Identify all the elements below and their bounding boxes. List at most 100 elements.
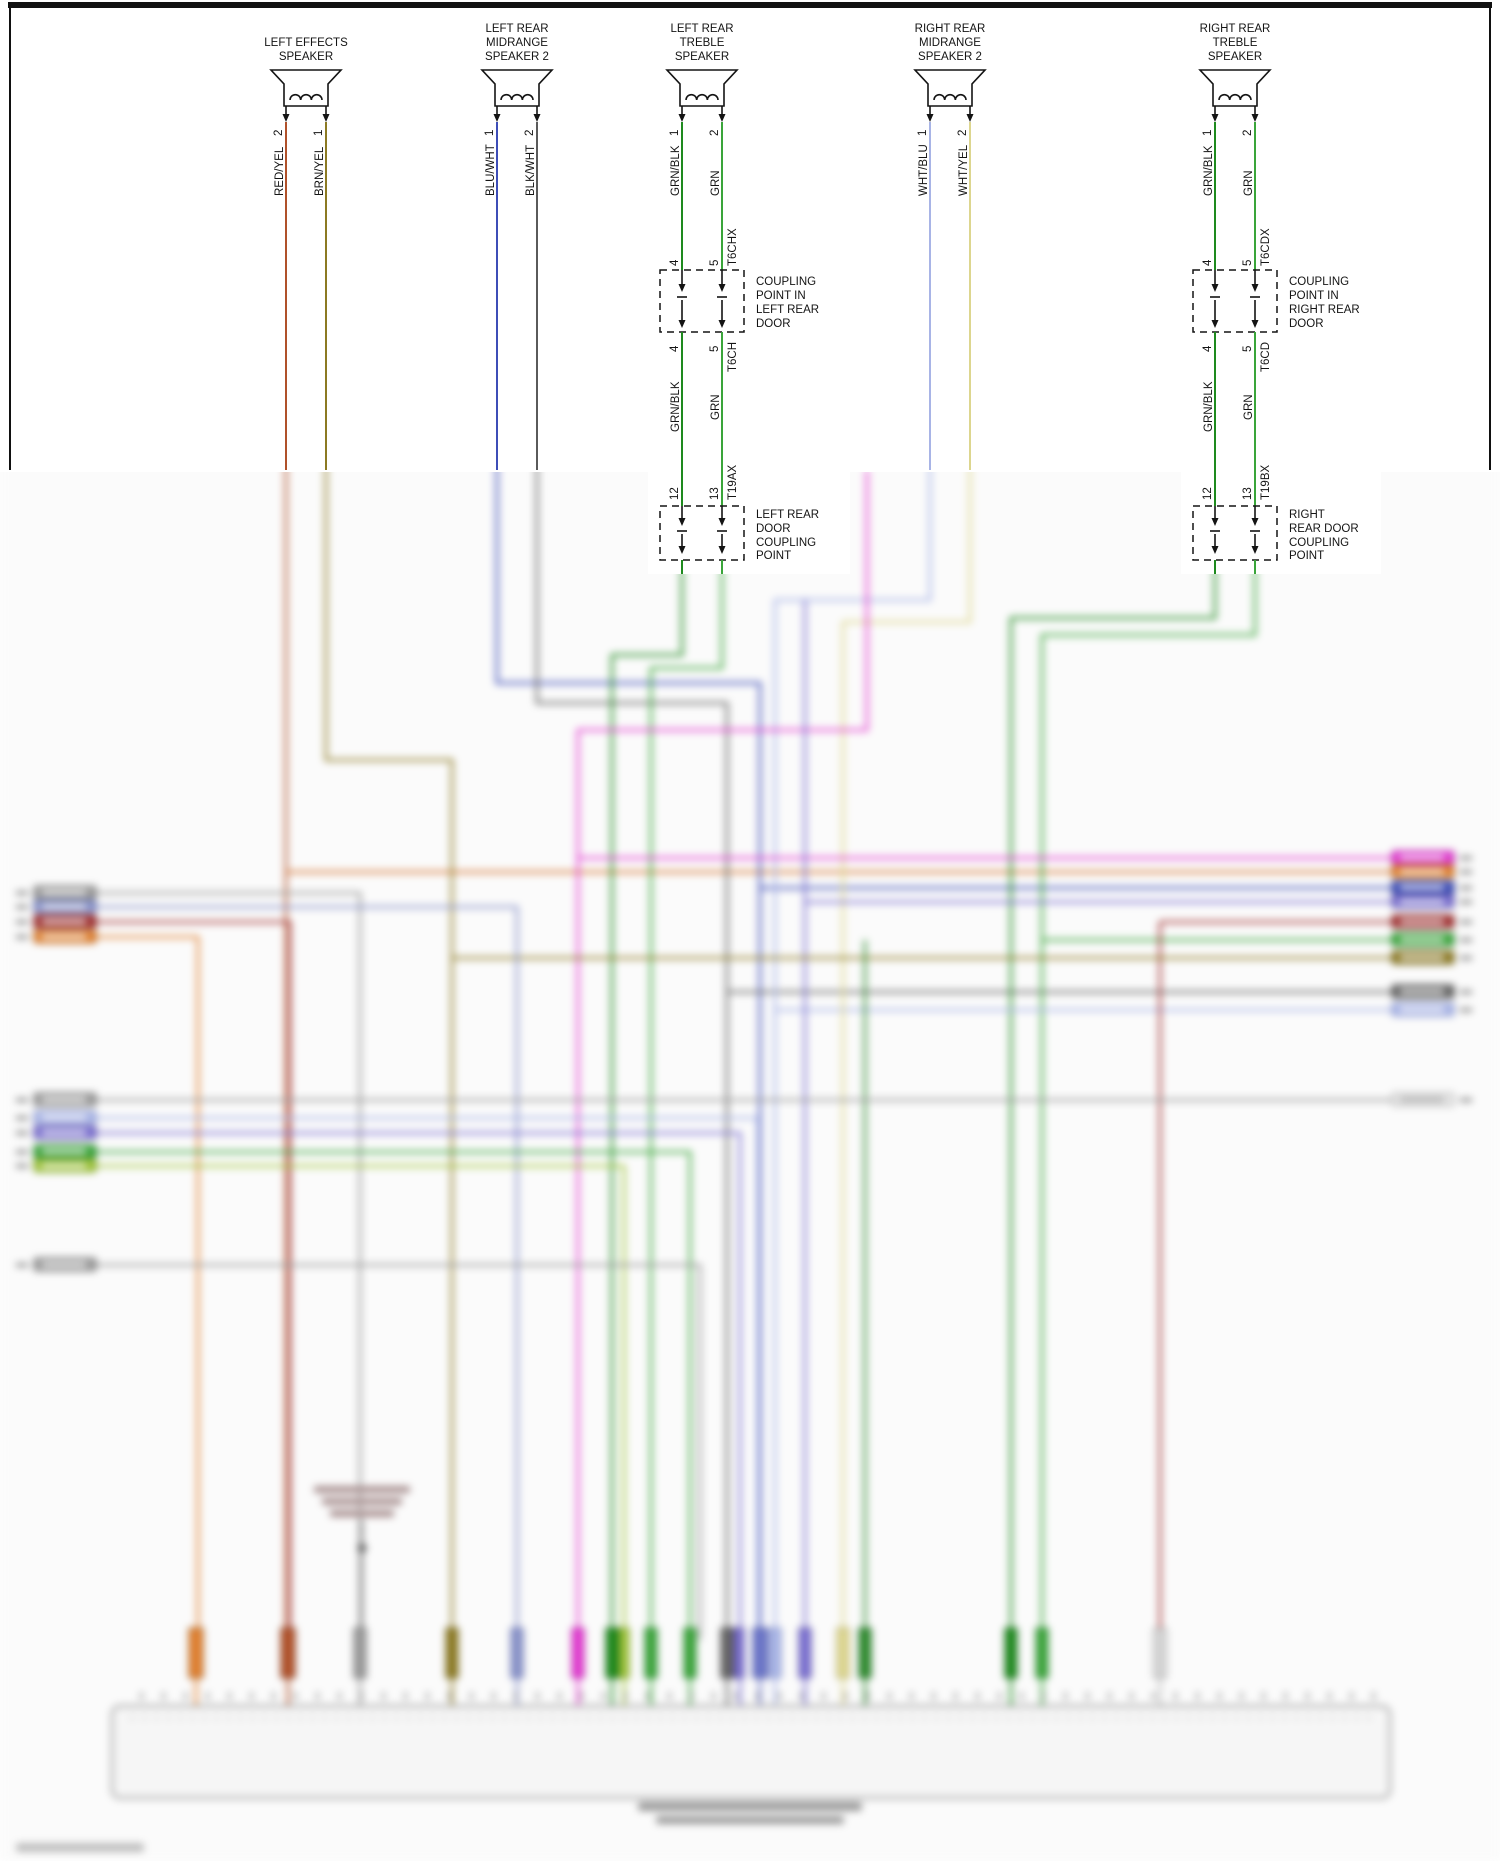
blur-background bbox=[0, 440, 1500, 1861]
speaker-name: SPEAKER bbox=[279, 51, 333, 63]
speaker-icon bbox=[913, 69, 987, 122]
pin-number: 4 bbox=[1202, 259, 1214, 266]
wire-label: BLU/WHT bbox=[485, 144, 497, 196]
coupling-box bbox=[659, 269, 745, 333]
wire-label: WHT/BLU bbox=[918, 144, 930, 196]
coupling-note: POINT IN bbox=[756, 290, 806, 302]
connector-label: T6CDX bbox=[1260, 228, 1272, 266]
wire-label: GRN bbox=[1243, 394, 1255, 420]
connector-pin-label bbox=[16, 1092, 97, 1107]
connector-block bbox=[858, 1627, 872, 1706]
speaker-name: RIGHT REAR bbox=[1200, 23, 1271, 35]
pin-number: 5 bbox=[709, 346, 721, 352]
pin-number: 2 bbox=[1242, 130, 1254, 136]
coupling-arrows bbox=[1210, 506, 1260, 554]
speaker-right-rear-treble: RIGHT REAR TREBLE SPEAKER 1 2 GRN/BLK GR… bbox=[1198, 23, 1272, 270]
connector-block bbox=[752, 1627, 768, 1706]
coupling-note: DOOR bbox=[1289, 318, 1324, 330]
coupling-note: REAR DOOR bbox=[1289, 523, 1359, 535]
wire-label: GRN/BLK bbox=[670, 381, 682, 432]
coupling-left-upper: 4 5 T6CHX COUPLING POINT IN LEFT REAR DO… bbox=[659, 228, 819, 506]
connector-block bbox=[353, 1627, 367, 1706]
connector-pin-label bbox=[1391, 984, 1472, 999]
speaker-name: MIDRANGE bbox=[486, 37, 548, 49]
wire-label: GRN bbox=[710, 394, 722, 420]
coupling-arrows bbox=[677, 270, 727, 328]
coupling-note: LEFT REAR bbox=[756, 509, 819, 521]
blurred-wire bbox=[1040, 556, 1257, 1640]
splice-dot bbox=[357, 1543, 367, 1553]
wire-label: GRN bbox=[710, 170, 722, 196]
right-pin-labels bbox=[1391, 850, 1472, 1107]
bottom-connectors bbox=[188, 1627, 1167, 1706]
blurred-wire bbox=[495, 440, 762, 1640]
connector-pin-label bbox=[1391, 1092, 1472, 1107]
connector-block bbox=[720, 1627, 734, 1706]
speaker-right-rear-midrange: RIGHT REAR MIDRANGE SPEAKER 2 1 2 WHT/BL… bbox=[913, 23, 987, 470]
blurred-wire bbox=[96, 891, 362, 1640]
pin-number: 2 bbox=[524, 130, 536, 136]
module-caption bbox=[638, 1802, 862, 1824]
blurred-wire bbox=[96, 920, 292, 1640]
connector-pin-label bbox=[16, 885, 97, 900]
speaker-name: TREBLE bbox=[1213, 37, 1258, 49]
pin-number: 5 bbox=[1242, 260, 1254, 266]
speaker-icon bbox=[1198, 69, 1272, 122]
connector-block bbox=[605, 1627, 619, 1706]
blurred-wire bbox=[96, 1150, 692, 1640]
blurred-wire bbox=[841, 440, 972, 1640]
speaker-name: SPEAKER 2 bbox=[918, 51, 982, 63]
speaker-left-effects: LEFT EFFECTS SPEAKER 2 1 RED/YEL BRN/YEL bbox=[264, 37, 348, 470]
connector-block bbox=[798, 1627, 812, 1706]
coupling-right-upper: 4 5 T6CDX COUPLING POINT IN RIGHT REAR D… bbox=[1192, 228, 1360, 506]
connector-label: T6CH bbox=[727, 342, 739, 372]
coupling-note: COUPLING bbox=[756, 537, 816, 549]
pin-number: 4 bbox=[669, 345, 681, 352]
speaker-name: SPEAKER 2 bbox=[485, 51, 549, 63]
connector-block bbox=[510, 1627, 524, 1706]
speaker-left-rear-midrange: LEFT REAR MIDRANGE SPEAKER 2 1 2 BLU/WHT… bbox=[480, 23, 554, 470]
coupling-note: RIGHT bbox=[1289, 509, 1325, 521]
blurred-wire bbox=[96, 1164, 626, 1640]
left-pin-labels bbox=[16, 885, 97, 1272]
coupling-note: COUPLING bbox=[1289, 276, 1349, 288]
blurred-note bbox=[314, 1486, 410, 1628]
pin-number: 5 bbox=[1242, 346, 1254, 352]
pin-number: 1 bbox=[1202, 130, 1214, 136]
watermark bbox=[16, 1843, 144, 1852]
pin-number: 1 bbox=[484, 130, 496, 136]
coupling-box bbox=[1192, 505, 1278, 561]
connector-pin-label bbox=[16, 1144, 97, 1159]
connector-label: T6CHX bbox=[727, 228, 739, 266]
speaker-icon bbox=[665, 69, 739, 122]
speaker-name: MIDRANGE bbox=[919, 37, 981, 49]
blurred-wire bbox=[773, 440, 932, 1640]
wire-label: WHT/YEL bbox=[958, 144, 970, 196]
coupling-note: COUPLING bbox=[756, 276, 816, 288]
speaker-name: SPEAKER bbox=[675, 51, 729, 63]
connector-pin-label bbox=[1391, 914, 1472, 929]
coupling-box bbox=[1192, 269, 1278, 333]
wire-label: RED/YEL bbox=[274, 146, 286, 196]
connector-block bbox=[1035, 1627, 1049, 1706]
connector-pin-label bbox=[1391, 950, 1472, 965]
connector-pin-label bbox=[16, 1110, 97, 1125]
connector-pin-label bbox=[1391, 880, 1472, 895]
connector-pin-label bbox=[16, 929, 97, 944]
sharp-background bbox=[0, 0, 1500, 472]
connector-block bbox=[644, 1627, 658, 1706]
blurred-wire bbox=[96, 935, 200, 1640]
coupling-note: DOOR bbox=[756, 523, 791, 535]
pin-number: 1 bbox=[917, 130, 929, 136]
connector-block bbox=[618, 1627, 630, 1706]
speaker-name: SPEAKER bbox=[1208, 51, 1262, 63]
coupling-note: DOOR bbox=[756, 318, 791, 330]
pin-number: 13 bbox=[709, 487, 721, 500]
speaker-name: RIGHT REAR bbox=[915, 23, 986, 35]
connector-block bbox=[188, 1627, 204, 1706]
connector-block bbox=[280, 1627, 296, 1706]
pin-number: 5 bbox=[709, 260, 721, 266]
